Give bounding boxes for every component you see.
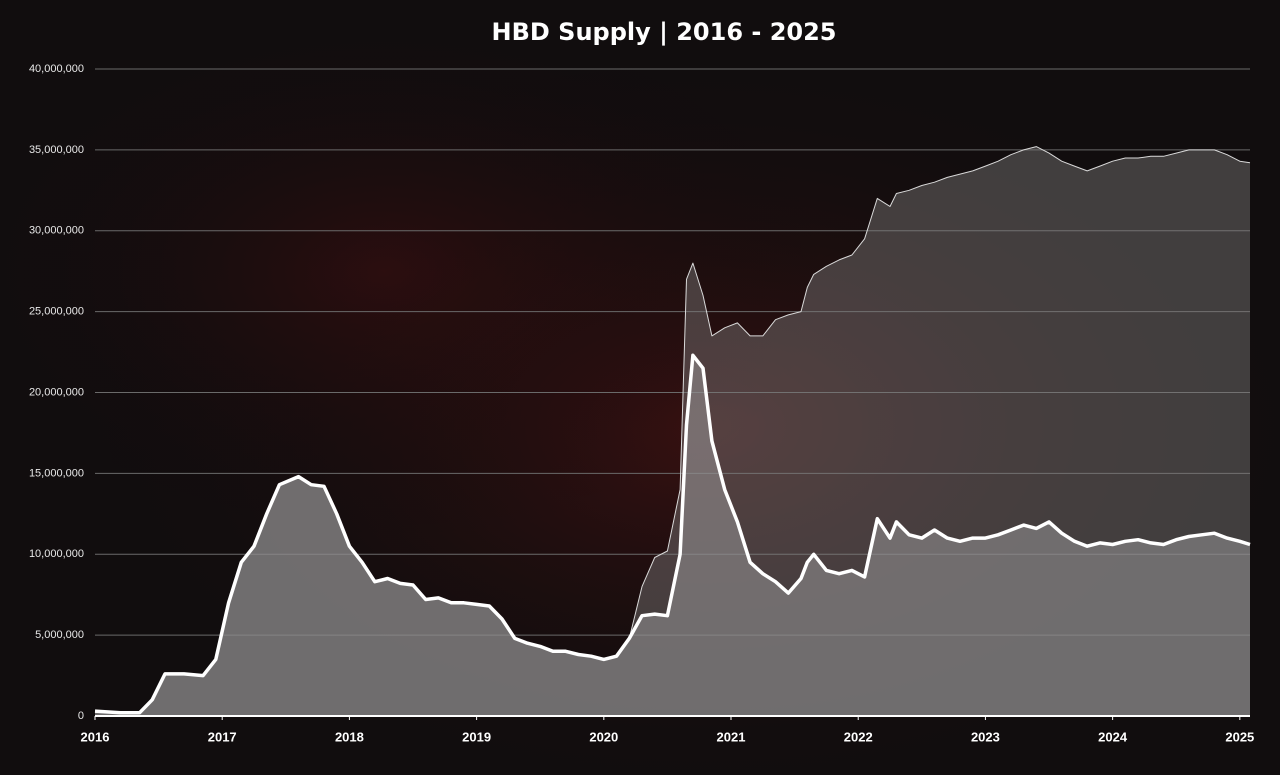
x-tick-label: 2019 <box>462 729 491 744</box>
x-tick-label: 2020 <box>589 729 618 744</box>
chart-title: HBD Supply | 2016 - 2025 <box>492 18 837 46</box>
x-tick-label: 2025 <box>1225 729 1254 744</box>
x-tick-label: 2022 <box>844 729 873 744</box>
y-tick-label: 0 <box>78 710 84 722</box>
y-tick-label: 10,000,000 <box>29 548 84 560</box>
y-tick-label: 40,000,000 <box>29 63 84 75</box>
x-tick-label: 2018 <box>335 729 364 744</box>
x-tick-label: 2016 <box>81 729 110 744</box>
y-tick-label: 5,000,000 <box>35 629 84 641</box>
areas <box>95 146 1250 717</box>
x-tick-label: 2021 <box>717 729 746 744</box>
x-tick-label: 2023 <box>971 729 1000 744</box>
x-tick-label: 2024 <box>1098 729 1128 744</box>
x-tick-label: 2017 <box>208 729 237 744</box>
line <box>94 353 1251 715</box>
y-tick-label: 15,000,000 <box>29 467 84 479</box>
area <box>95 355 1250 716</box>
y-tick-label: 35,000,000 <box>29 144 84 156</box>
y-tick-label: 20,000,000 <box>29 386 84 398</box>
y-tick-label: 30,000,000 <box>29 225 84 237</box>
axes: 0 5,000,000 10,000,000 15,000,000 20,000,000… <box>29 63 1254 745</box>
y-tick-label: 25,000,000 <box>29 306 84 318</box>
lines <box>94 146 1251 715</box>
